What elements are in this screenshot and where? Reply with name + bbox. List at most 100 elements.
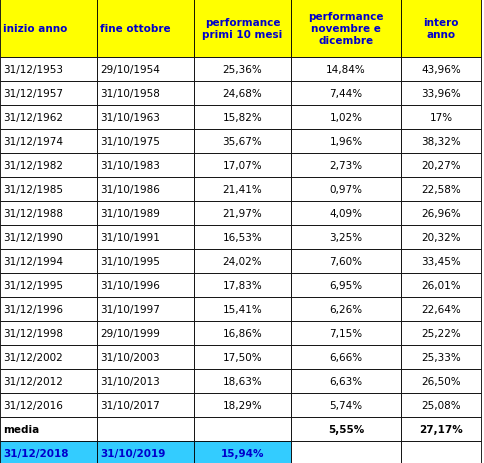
Bar [194, 225, 290, 250]
Bar [290, 297, 400, 321]
Bar [0, 417, 97, 441]
Text: 5,55%: 5,55% [327, 424, 363, 434]
Text: 25,08%: 25,08% [420, 400, 460, 410]
Bar [0, 82, 97, 106]
Text: 7,44%: 7,44% [329, 89, 362, 99]
Text: 16,53%: 16,53% [222, 232, 262, 243]
Text: 31/12/1982: 31/12/1982 [3, 161, 63, 171]
Text: 35,67%: 35,67% [222, 137, 262, 147]
Text: 31/12/2002: 31/12/2002 [3, 352, 62, 362]
Bar [290, 82, 400, 106]
Bar [0, 274, 97, 297]
Bar [290, 201, 400, 225]
Bar [0, 0, 97, 58]
Bar [0, 178, 97, 201]
Bar [0, 250, 97, 274]
Bar [194, 417, 290, 441]
Bar [400, 417, 480, 441]
Bar [194, 201, 290, 225]
Text: 2,73%: 2,73% [329, 161, 362, 171]
Bar [0, 369, 97, 393]
Bar [400, 393, 480, 417]
Bar [400, 369, 480, 393]
Bar [0, 441, 97, 463]
Text: 21,41%: 21,41% [222, 185, 262, 194]
Text: 31/10/1983: 31/10/1983 [100, 161, 160, 171]
Bar [194, 178, 290, 201]
Text: 6,26%: 6,26% [329, 304, 362, 314]
Bar [290, 393, 400, 417]
Bar [0, 297, 97, 321]
Bar [97, 225, 194, 250]
Bar [400, 345, 480, 369]
Bar [290, 369, 400, 393]
Text: 0,97%: 0,97% [329, 185, 362, 194]
Text: 31/10/1995: 31/10/1995 [100, 257, 160, 266]
Text: 15,41%: 15,41% [222, 304, 262, 314]
Text: 29/10/1954: 29/10/1954 [100, 65, 160, 75]
Text: 31/12/1996: 31/12/1996 [3, 304, 63, 314]
Text: 7,60%: 7,60% [329, 257, 362, 266]
Text: 31/12/1998: 31/12/1998 [3, 328, 63, 338]
Bar [290, 417, 400, 441]
Text: 17,50%: 17,50% [222, 352, 262, 362]
Text: 17%: 17% [428, 113, 452, 123]
Text: 43,96%: 43,96% [420, 65, 460, 75]
Text: 7,15%: 7,15% [329, 328, 362, 338]
Bar [194, 130, 290, 154]
Text: 1,96%: 1,96% [329, 137, 362, 147]
Text: 31/10/1975: 31/10/1975 [100, 137, 160, 147]
Bar [290, 250, 400, 274]
Text: 31/12/1990: 31/12/1990 [3, 232, 63, 243]
Text: 1,02%: 1,02% [329, 113, 362, 123]
Bar [97, 393, 194, 417]
Text: 15,94%: 15,94% [220, 448, 264, 458]
Bar [400, 0, 480, 58]
Bar [400, 321, 480, 345]
Text: 31/10/1997: 31/10/1997 [100, 304, 160, 314]
Bar [0, 106, 97, 130]
Text: intero
anno: intero anno [423, 18, 458, 40]
Text: 6,63%: 6,63% [329, 376, 362, 386]
Text: 21,97%: 21,97% [222, 208, 262, 219]
Bar [400, 274, 480, 297]
Text: 26,96%: 26,96% [420, 208, 460, 219]
Text: 22,58%: 22,58% [420, 185, 460, 194]
Bar [97, 297, 194, 321]
Text: 5,74%: 5,74% [329, 400, 362, 410]
Bar [194, 154, 290, 178]
Bar [0, 225, 97, 250]
Bar [290, 0, 400, 58]
Text: 14,84%: 14,84% [325, 65, 365, 75]
Bar [194, 369, 290, 393]
Bar [97, 345, 194, 369]
Bar [0, 201, 97, 225]
Bar [194, 250, 290, 274]
Text: 31/10/1991: 31/10/1991 [100, 232, 160, 243]
Bar [400, 58, 480, 82]
Bar [194, 274, 290, 297]
Bar [0, 130, 97, 154]
Bar [290, 130, 400, 154]
Bar [97, 321, 194, 345]
Bar [400, 250, 480, 274]
Text: 31/12/1988: 31/12/1988 [3, 208, 63, 219]
Bar [97, 250, 194, 274]
Bar [194, 345, 290, 369]
Bar [97, 201, 194, 225]
Text: 31/12/1962: 31/12/1962 [3, 113, 63, 123]
Text: 31/10/2003: 31/10/2003 [100, 352, 159, 362]
Text: inizio anno: inizio anno [3, 24, 67, 34]
Text: 6,95%: 6,95% [329, 281, 362, 290]
Bar [400, 130, 480, 154]
Text: 31/12/2012: 31/12/2012 [3, 376, 63, 386]
Text: 25,36%: 25,36% [222, 65, 262, 75]
Bar [194, 82, 290, 106]
Text: 25,33%: 25,33% [420, 352, 460, 362]
Text: 26,01%: 26,01% [420, 281, 460, 290]
Bar [194, 58, 290, 82]
Bar [194, 441, 290, 463]
Text: 38,32%: 38,32% [420, 137, 460, 147]
Text: 33,45%: 33,45% [420, 257, 460, 266]
Bar [97, 441, 194, 463]
